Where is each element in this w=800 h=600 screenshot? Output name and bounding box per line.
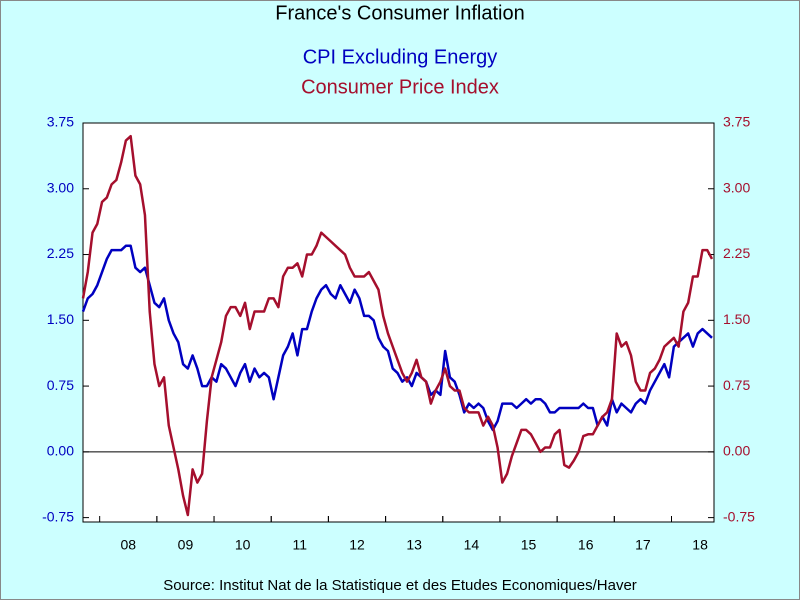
- y-tick-label: 0.75: [47, 377, 74, 393]
- y-tick-label: 2.25: [47, 245, 74, 261]
- x-tick-label: 12: [349, 537, 365, 553]
- legend-entry: CPI Excluding Energy: [303, 46, 498, 68]
- y2-tick-label: 1.50: [723, 311, 750, 327]
- source-note: Source: Institut Nat de la Statistique e…: [163, 577, 637, 594]
- y2-tick-label: 3.75: [723, 114, 750, 130]
- x-tick-label: 14: [464, 537, 480, 553]
- x-tick-label: 11: [293, 537, 308, 553]
- y2-tick-label: 2.25: [723, 245, 750, 261]
- x-tick-label: 10: [235, 537, 251, 553]
- series-line: [81, 134, 714, 517]
- y2-tick-label: 0.75: [723, 377, 750, 393]
- x-tick-label: 15: [521, 537, 537, 553]
- y-tick-label: 3.75: [47, 114, 74, 130]
- y-tick-label: -0.75: [42, 508, 74, 524]
- plot-area: [82, 122, 715, 523]
- y2-tick-label: -0.75: [723, 508, 755, 524]
- x-tick-label: 16: [578, 537, 594, 553]
- y-tick-label: 0.00: [47, 443, 74, 459]
- x-tick-label: 09: [178, 537, 194, 553]
- legend-entry: Consumer Price Index: [301, 76, 499, 98]
- y2-tick-label: 3.00: [723, 179, 750, 195]
- x-tick-label: 17: [635, 537, 651, 553]
- series-line: [81, 244, 713, 432]
- chart-title: France's Consumer Inflation: [275, 2, 524, 24]
- y-tick-label: 3.00: [47, 179, 74, 195]
- x-tick-label: 18: [692, 537, 708, 553]
- x-tick-label: 13: [406, 537, 422, 553]
- x-tick-label: 08: [120, 537, 136, 553]
- y-tick-label: 1.50: [47, 311, 74, 327]
- y2-tick-label: 0.00: [723, 443, 750, 459]
